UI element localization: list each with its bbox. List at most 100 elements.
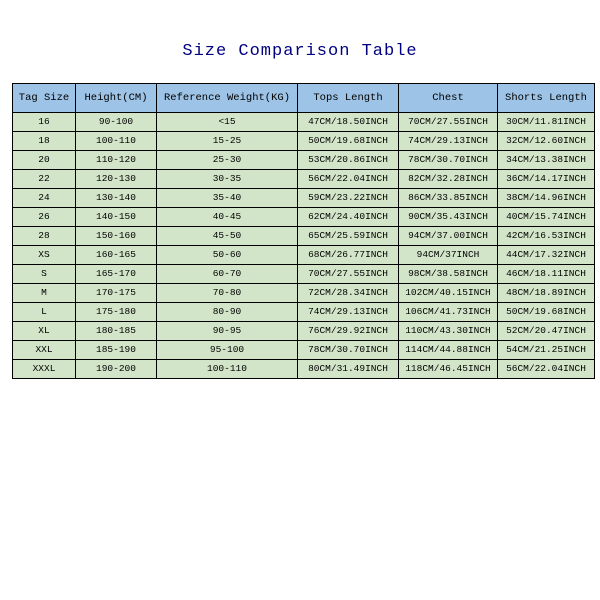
table-row: XL180-18590-9576CM/29.92INCH110CM/43.30I… — [13, 322, 595, 341]
table-cell: 45-50 — [157, 227, 298, 246]
table-row: XXL185-19095-10078CM/30.70INCH114CM/44.8… — [13, 341, 595, 360]
table-cell: 25-30 — [157, 151, 298, 170]
col-tops-length: Tops Length — [298, 84, 399, 113]
table-cell: 18 — [13, 132, 76, 151]
table-cell: 74CM/29.13INCH — [399, 132, 498, 151]
table-row: 20110-12025-3053CM/20.86INCH78CM/30.70IN… — [13, 151, 595, 170]
table-cell: 44CM/17.32INCH — [498, 246, 595, 265]
table-row: 26140-15040-4562CM/24.40INCH90CM/35.43IN… — [13, 208, 595, 227]
table-cell: 30CM/11.81INCH — [498, 113, 595, 132]
table-cell: 160-165 — [76, 246, 157, 265]
table-cell: S — [13, 265, 76, 284]
table-cell: 50CM/19.68INCH — [498, 303, 595, 322]
table-cell: 110CM/43.30INCH — [399, 322, 498, 341]
table-cell: 140-150 — [76, 208, 157, 227]
table-cell: 68CM/26.77INCH — [298, 246, 399, 265]
table-cell: 94CM/37INCH — [399, 246, 498, 265]
table-cell: 86CM/33.85INCH — [399, 189, 498, 208]
table-cell: 70CM/27.55INCH — [298, 265, 399, 284]
table-cell: 80CM/31.49INCH — [298, 360, 399, 379]
table-cell: 114CM/44.88INCH — [399, 341, 498, 360]
table-cell: 82CM/32.28INCH — [399, 170, 498, 189]
size-comparison-container: Size Comparison Table Tag Size Height(CM… — [0, 0, 600, 379]
table-cell: 53CM/20.86INCH — [298, 151, 399, 170]
table-cell: <15 — [157, 113, 298, 132]
table-row: 18100-11015-2550CM/19.68INCH74CM/29.13IN… — [13, 132, 595, 151]
col-ref-weight: Reference Weight(KG) — [157, 84, 298, 113]
table-cell: 40-45 — [157, 208, 298, 227]
table-cell: XXXL — [13, 360, 76, 379]
table-header-row: Tag Size Height(CM) Reference Weight(KG)… — [13, 84, 595, 113]
table-cell: 100-110 — [157, 360, 298, 379]
table-row: 22120-13030-3556CM/22.04INCH82CM/32.28IN… — [13, 170, 595, 189]
table-cell: 15-25 — [157, 132, 298, 151]
table-cell: 42CM/16.53INCH — [498, 227, 595, 246]
table-cell: 60-70 — [157, 265, 298, 284]
table-cell: 50-60 — [157, 246, 298, 265]
table-cell: 24 — [13, 189, 76, 208]
table-cell: 110-120 — [76, 151, 157, 170]
table-cell: 16 — [13, 113, 76, 132]
table-cell: M — [13, 284, 76, 303]
table-cell: 102CM/40.15INCH — [399, 284, 498, 303]
table-cell: 38CM/14.96INCH — [498, 189, 595, 208]
size-table: Tag Size Height(CM) Reference Weight(KG)… — [12, 83, 595, 379]
table-cell: 98CM/38.58INCH — [399, 265, 498, 284]
table-cell: 175-180 — [76, 303, 157, 322]
table-cell: 76CM/29.92INCH — [298, 322, 399, 341]
table-cell: 95-100 — [157, 341, 298, 360]
table-row: 24130-14035-4059CM/23.22INCH86CM/33.85IN… — [13, 189, 595, 208]
table-row: M170-17570-8072CM/28.34INCH102CM/40.15IN… — [13, 284, 595, 303]
table-cell: 50CM/19.68INCH — [298, 132, 399, 151]
table-cell: 40CM/15.74INCH — [498, 208, 595, 227]
table-cell: 56CM/22.04INCH — [498, 360, 595, 379]
table-cell: 150-160 — [76, 227, 157, 246]
table-cell: 62CM/24.40INCH — [298, 208, 399, 227]
table-row: 28150-16045-5065CM/25.59INCH94CM/37.00IN… — [13, 227, 595, 246]
table-row: S165-17060-7070CM/27.55INCH98CM/38.58INC… — [13, 265, 595, 284]
table-cell: 90-95 — [157, 322, 298, 341]
table-cell: 52CM/20.47INCH — [498, 322, 595, 341]
col-shorts-length: Shorts Length — [498, 84, 595, 113]
col-tag-size: Tag Size — [13, 84, 76, 113]
table-cell: 185-190 — [76, 341, 157, 360]
table-row: XXXL190-200100-11080CM/31.49INCH118CM/46… — [13, 360, 595, 379]
table-cell: 170-175 — [76, 284, 157, 303]
table-row: XS160-16550-6068CM/26.77INCH94CM/37INCH4… — [13, 246, 595, 265]
table-cell: XXL — [13, 341, 76, 360]
col-height: Height(CM) — [76, 84, 157, 113]
table-cell: XS — [13, 246, 76, 265]
table-cell: 30-35 — [157, 170, 298, 189]
table-cell: 90-100 — [76, 113, 157, 132]
table-cell: 26 — [13, 208, 76, 227]
table-row: 1690-100<1547CM/18.50INCH70CM/27.55INCH3… — [13, 113, 595, 132]
table-cell: 70-80 — [157, 284, 298, 303]
table-cell: 35-40 — [157, 189, 298, 208]
table-cell: 118CM/46.45INCH — [399, 360, 498, 379]
table-cell: 94CM/37.00INCH — [399, 227, 498, 246]
table-cell: 165-170 — [76, 265, 157, 284]
table-cell: 130-140 — [76, 189, 157, 208]
table-cell: 78CM/30.70INCH — [399, 151, 498, 170]
table-row: L175-18080-9074CM/29.13INCH106CM/41.73IN… — [13, 303, 595, 322]
table-cell: 47CM/18.50INCH — [298, 113, 399, 132]
table-cell: 22 — [13, 170, 76, 189]
col-chest: Chest — [399, 84, 498, 113]
table-cell: 100-110 — [76, 132, 157, 151]
table-cell: 120-130 — [76, 170, 157, 189]
table-cell: 28 — [13, 227, 76, 246]
table-body: 1690-100<1547CM/18.50INCH 70CM/27.55INCH 3… — [13, 113, 595, 379]
table-cell: 90CM/35.43INCH — [399, 208, 498, 227]
table-cell: 106CM/41.73INCH — [399, 303, 498, 322]
table-cell: 74CM/29.13INCH — [298, 303, 399, 322]
table-cell: L — [13, 303, 76, 322]
page-title: Size Comparison Table — [0, 42, 600, 61]
table-cell: XL — [13, 322, 76, 341]
table-cell: 32CM/12.60INCH — [498, 132, 595, 151]
table-cell: 78CM/30.70INCH — [298, 341, 399, 360]
table-cell: 20 — [13, 151, 76, 170]
table-cell: 46CM/18.11INCH — [498, 265, 595, 284]
table-cell: 72CM/28.34INCH — [298, 284, 399, 303]
table-cell: 65CM/25.59INCH — [298, 227, 399, 246]
table-cell: 80-90 — [157, 303, 298, 322]
